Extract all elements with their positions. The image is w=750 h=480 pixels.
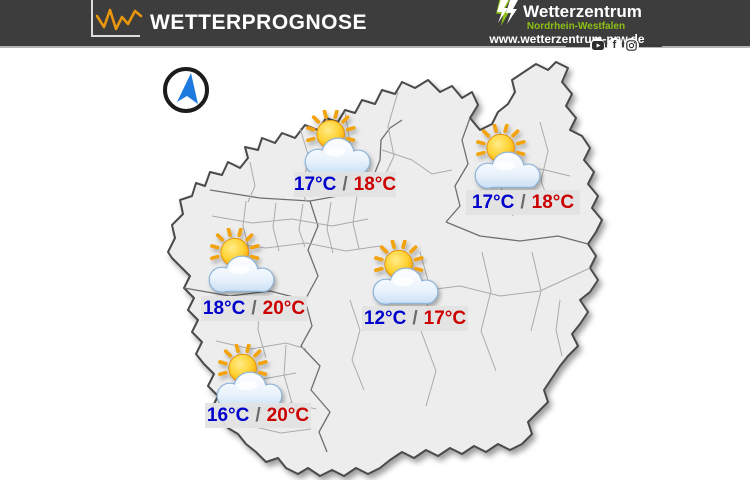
- storm-lightning-icon: [496, 0, 519, 26]
- temp-label-center: 12°C/17°C: [362, 306, 468, 331]
- temp-min: 16°C: [206, 404, 250, 426]
- facebook-icon[interactable]: f: [607, 37, 622, 53]
- temp-max: 20°C: [266, 404, 310, 426]
- temp-min: 17°C: [471, 191, 515, 213]
- temp-label-northeast: 17°C/18°C: [466, 190, 580, 215]
- temp-label-west: 18°C/20°C: [201, 296, 307, 321]
- instagram-icon[interactable]: [624, 37, 639, 53]
- temp-min: 17°C: [293, 173, 337, 195]
- temp-label-southwest: 16°C/20°C: [205, 403, 311, 428]
- temp-separator: /: [520, 191, 526, 213]
- temp-max: 20°C: [262, 297, 306, 319]
- temp-label-northwest: 17°C/18°C: [294, 172, 396, 197]
- brand-block: Wetterzentrum Nordrhein-Westfalen www.we…: [476, 0, 658, 46]
- temp-max: 18°C: [353, 173, 397, 195]
- line-chart-icon: [91, 0, 143, 37]
- north-arrow-compass-icon: [163, 67, 209, 113]
- temp-separator: /: [251, 297, 257, 319]
- brand-name: Wetterzentrum: [523, 2, 642, 21]
- page-title: WETTERPROGNOSE: [150, 11, 368, 34]
- temp-max: 17°C: [423, 307, 467, 329]
- temp-min: 12°C: [363, 307, 407, 329]
- header-bar: WETTERPROGNOSE Wetterzentrum Nordrhein-W…: [0, 0, 750, 48]
- temp-min: 18°C: [202, 297, 246, 319]
- youtube-icon[interactable]: [590, 37, 605, 53]
- temp-separator: /: [412, 307, 418, 329]
- brand-region: Nordrhein-Westfalen: [526, 21, 626, 32]
- temp-separator: /: [255, 404, 261, 426]
- brand-url[interactable]: www.wetterzentrum-nrw.de: [489, 32, 645, 46]
- temp-max: 18°C: [531, 191, 575, 213]
- temp-separator: /: [342, 173, 348, 195]
